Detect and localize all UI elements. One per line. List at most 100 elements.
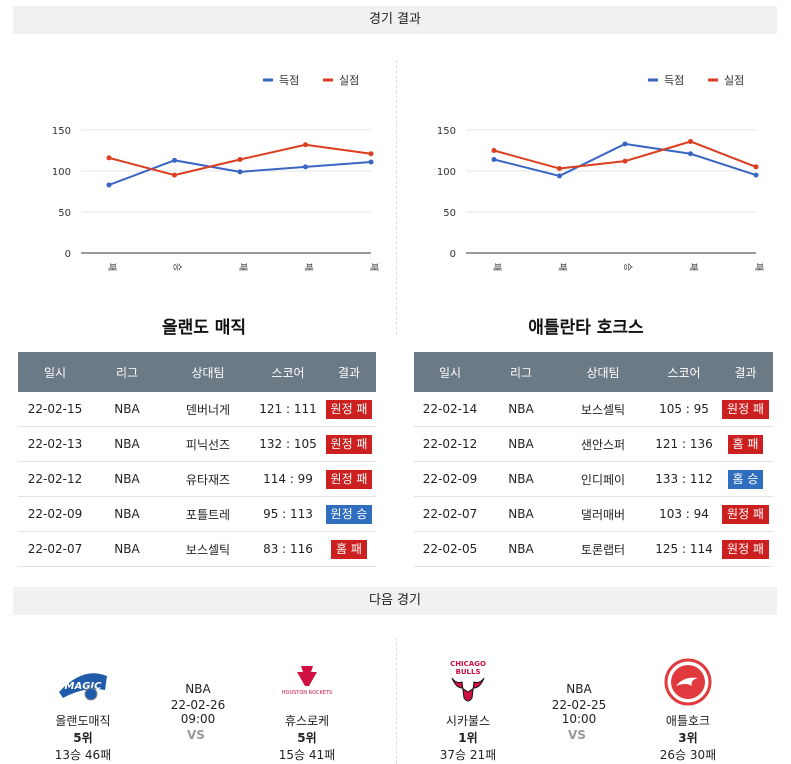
next-match-1: MAGIC 올랜도매직 5위 13승 46패 NBA 22-02-26 09:0… [13, 640, 393, 764]
score-cell: 114 : 99 [254, 461, 322, 497]
score-cell: 105 : 95 [650, 392, 718, 427]
table-row: 22-02-09 NBA 포틀트레 95 : 113 원정 승 [18, 496, 376, 532]
houston-rockets-logo-icon: HOUSTON ROCKETS [279, 662, 335, 706]
svg-text:BULLS: BULLS [456, 668, 481, 676]
results-section-title: 경기 결과 [13, 6, 777, 34]
table-row: 22-02-14 NBA 보스셀틱 105 : 95 원정 패 [414, 392, 773, 427]
date-cell: 22-02-12 [414, 426, 486, 462]
next-section-title: 다음 경기 [13, 587, 777, 615]
y-tick-label: 100 [437, 167, 456, 178]
header-league: 리그 [486, 352, 556, 392]
header-date: 일시 [414, 352, 486, 392]
legend-label: 실점 [339, 74, 359, 87]
opponent-cell: 덴버너게 [162, 392, 254, 427]
away-team[interactable]: 애틀호크 3위 26승 30패 [648, 658, 728, 763]
svg-text:MAGIC: MAGIC [65, 681, 103, 692]
y-tick-label: 150 [437, 126, 456, 137]
vs-label: VS [568, 728, 586, 742]
x-tick-label: 패 [557, 263, 568, 271]
result-badge: 원정 패 [325, 399, 373, 419]
result-badge: 원정 패 [722, 504, 769, 524]
data-point [622, 141, 628, 147]
opponent-cell: 샌안스퍼 [556, 426, 650, 462]
away-team-name: 애틀호크 [665, 714, 711, 728]
x-tick-label: 패 [491, 263, 502, 271]
next-divider [396, 638, 397, 764]
vs-label: VS [187, 728, 205, 742]
data-point [303, 164, 308, 170]
league-cell: NBA [486, 531, 556, 567]
league-cell: NBA [92, 531, 162, 567]
left-team-title: 올랜도 매직 [161, 318, 247, 338]
result-badge: 원정 패 [722, 539, 769, 559]
result-cell: 원정 승 [322, 496, 376, 532]
legend-label: 득점 [279, 74, 299, 87]
opponent-cell: 인디페이 [556, 461, 650, 497]
header-result: 결과 [322, 352, 376, 392]
data-point [237, 169, 243, 175]
score-cell: 121 : 111 [254, 392, 322, 427]
score-cell: 133 : 112 [650, 461, 718, 497]
y-tick-label: 150 [52, 126, 71, 137]
table-header-row: 일시 리그 상대팀 스코어 결과 [414, 352, 773, 392]
home-team-name: 시카불스 [445, 714, 491, 728]
result-cell: 원정 패 [322, 461, 376, 497]
atlanta-hawks-logo-icon [660, 658, 716, 706]
score-cell: 125 : 114 [650, 531, 718, 567]
table-row: 22-02-12 NBA 유타재즈 114 : 99 원정 패 [18, 461, 376, 497]
date-cell: 22-02-13 [18, 426, 92, 462]
match-datetime: 22-02-26 09:00 [170, 698, 226, 726]
x-tick-label: 패 [368, 263, 379, 271]
score-cell: 132 : 105 [254, 426, 322, 462]
league-cell: NBA [92, 461, 162, 497]
score-cell: 103 : 94 [650, 496, 718, 532]
data-point [753, 172, 759, 178]
date-cell: 22-02-09 [18, 496, 92, 532]
home-team-rank: 1위 [458, 731, 478, 745]
home-team-record: 13승 46패 [54, 748, 112, 762]
data-point [237, 157, 243, 163]
y-tick-label: 50 [58, 208, 71, 219]
data-point [368, 151, 374, 157]
chicago-bulls-logo-icon: CHICAGO BULLS [440, 658, 496, 706]
result-cell: 홈 승 [718, 461, 773, 497]
y-tick-label: 50 [443, 208, 456, 219]
away-team[interactable]: HOUSTON ROCKETS 휴스로케 5위 15승 41패 [267, 662, 347, 763]
opponent-cell: 유타재즈 [162, 461, 254, 497]
result-cell: 원정 패 [322, 392, 376, 427]
right-score-chart: 0 50 100 150 패 패 승 패 패 득점 실점 [398, 60, 778, 280]
orlando-magic-logo-icon: MAGIC [55, 662, 111, 706]
right-team-title: 애틀란타 호크스 [528, 318, 644, 338]
home-team[interactable]: CHICAGO BULLS 시카불스 1위 37승 21패 [428, 658, 508, 763]
match-league: NBA [566, 682, 592, 696]
league-cell: NBA [92, 392, 162, 427]
result-cell: 원정 패 [718, 392, 773, 427]
x-tick-label: 패 [237, 263, 248, 271]
away-team-record: 15승 41패 [278, 748, 336, 762]
opponent-cell: 토론랩터 [556, 531, 650, 567]
result-cell: 원정 패 [718, 531, 773, 567]
away-team-name: 휴스로케 [284, 714, 330, 728]
league-cell: NBA [92, 426, 162, 462]
y-tick-label: 0 [65, 249, 71, 260]
header-opponent: 상대팀 [556, 352, 650, 392]
results-divider [396, 60, 397, 335]
opponent-cell: 피닉선즈 [162, 426, 254, 462]
header-result: 결과 [718, 352, 773, 392]
score-cell: 83 : 116 [254, 531, 322, 567]
data-point [491, 157, 497, 163]
right-chart-svg: 0 50 100 150 패 패 승 패 패 득점 실점 [437, 74, 764, 271]
match-info: NBA 22-02-26 09:00 [153, 682, 243, 726]
header-opponent: 상대팀 [162, 352, 254, 392]
date-cell: 22-02-15 [18, 392, 92, 427]
header-date: 일시 [18, 352, 92, 392]
home-team[interactable]: MAGIC 올랜도매직 5위 13승 46패 [43, 662, 123, 763]
table-row: 22-02-12 NBA 샌안스퍼 121 : 136 홈 패 [414, 426, 773, 462]
opponent-cell: 댈러매버 [556, 496, 650, 532]
result-badge: 원정 패 [325, 434, 373, 454]
result-badge: 홈 패 [727, 434, 764, 454]
match-datetime: 22-02-25 10:00 [551, 698, 607, 726]
home-team-record: 37승 21패 [439, 748, 497, 762]
legend-label: 실점 [724, 74, 744, 87]
away-team-record: 26승 30패 [659, 748, 717, 762]
